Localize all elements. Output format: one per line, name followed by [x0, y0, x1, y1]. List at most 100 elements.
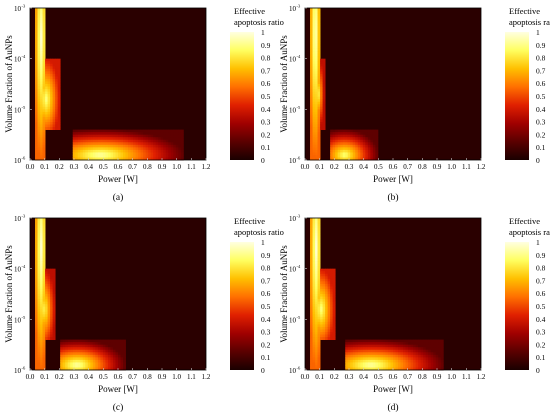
heatmap-cell: [75, 152, 79, 156]
heatmap-cell: [50, 119, 54, 123]
heatmap-cell: [107, 364, 111, 368]
panel-label: (a): [113, 192, 124, 203]
heatmap-cell: [163, 142, 167, 146]
heatmap-cell: [312, 119, 316, 123]
heatmap-cell: [350, 142, 354, 146]
heatmap-cell: [400, 344, 404, 348]
heatmap-cell: [332, 132, 336, 136]
colorbar-tick-label: 0.5: [261, 92, 271, 101]
heatmap-cell: [145, 144, 149, 148]
heatmap-cell: [350, 154, 354, 158]
heatmap-cell: [105, 362, 109, 366]
heatmap-cell: [153, 132, 157, 136]
heatmap-cell: [345, 154, 349, 158]
x-tick-label: 1.0: [172, 373, 181, 381]
heatmap-cell: [163, 129, 167, 133]
colorbar-tick-label: 0.1: [536, 143, 546, 152]
heatmap-cell: [315, 28, 318, 32]
x-tick-label: 1.1: [462, 373, 471, 381]
y-tick-label: 10: [289, 56, 297, 64]
x-tick-label: 1.2: [477, 163, 486, 171]
heatmap-cell: [52, 329, 56, 333]
heatmap-cell: [312, 124, 316, 128]
heatmap-cell: [47, 84, 51, 87]
heatmap-cell: [377, 364, 381, 368]
heatmap-cell: [327, 326, 331, 330]
heatmap-cell: [50, 84, 54, 87]
heatmap-cell: [105, 349, 109, 353]
heatmap-cell: [145, 142, 149, 146]
heatmap-cell: [158, 132, 162, 136]
heatmap-cell: [55, 114, 59, 118]
heatmap-cell: [97, 362, 101, 366]
heatmap-cell: [312, 344, 316, 348]
heatmap-cell: [312, 40, 316, 44]
heatmap-cell: [102, 144, 106, 148]
heatmap-cell: [35, 154, 38, 158]
heatmap-cell: [423, 352, 427, 356]
heatmap-cell: [317, 76, 321, 80]
heatmap-cell: [395, 344, 399, 348]
heatmap-cell: [352, 134, 356, 138]
heatmap-cell: [47, 91, 51, 95]
heatmap-cell: [315, 258, 318, 262]
heatmap-cell: [82, 144, 86, 148]
heatmap-cell: [375, 342, 379, 346]
heatmap-cell: [37, 294, 41, 297]
heatmap-cell: [40, 344, 43, 348]
heatmap-cell: [128, 134, 131, 138]
heatmap-cell: [360, 339, 364, 343]
heatmap-cell: [362, 129, 366, 133]
heatmap-cell: [120, 142, 124, 146]
heatmap-cell: [398, 347, 401, 351]
heatmap-cell: [315, 349, 318, 353]
heatmap-cell: [120, 147, 124, 151]
heatmap-cell: [317, 13, 321, 16]
heatmap-cell: [72, 339, 76, 343]
heatmap-cell: [35, 127, 38, 130]
heatmap-cell: [67, 357, 71, 361]
heatmap-cell: [155, 139, 159, 143]
heatmap-cell: [72, 342, 76, 346]
heatmap-cell: [45, 104, 48, 108]
heatmap-cell: [178, 129, 182, 133]
colorbar-tick-label: 0.7: [261, 66, 271, 75]
heatmap-cell: [315, 106, 318, 110]
heatmap-cell: [102, 347, 106, 351]
heatmap-cell: [310, 51, 313, 54]
heatmap-cell: [310, 152, 313, 156]
heatmap-cell: [135, 147, 139, 151]
heatmap-cell: [395, 354, 399, 358]
heatmap-cell: [82, 347, 86, 351]
heatmap-cell: [357, 364, 361, 368]
heatmap-cell: [47, 76, 51, 80]
heatmap-cell: [350, 349, 354, 353]
heatmap-cell: [123, 134, 126, 138]
heatmap-cell: [423, 347, 427, 351]
heatmap-cell: [435, 359, 439, 363]
heatmap-cell: [87, 137, 91, 141]
x-tick-label: 0.1: [40, 373, 49, 381]
heatmap-cell: [45, 332, 48, 335]
heatmap-cell: [35, 311, 38, 315]
heatmap-cell: [317, 220, 321, 224]
heatmap-cell: [332, 137, 336, 141]
heatmap-cell: [100, 349, 104, 353]
heatmap-cell: [45, 321, 48, 325]
heatmap-cell: [310, 20, 313, 24]
heatmap-cell: [52, 299, 56, 302]
heatmap-cell: [115, 142, 119, 146]
heatmap-cell: [115, 359, 119, 363]
heatmap-cell: [337, 142, 341, 146]
heatmap-cell: [345, 354, 349, 358]
heatmap-cell: [322, 334, 326, 338]
heatmap-cell: [130, 147, 134, 151]
heatmap-cell: [398, 352, 401, 356]
heatmap-cell: [67, 347, 71, 351]
heatmap-cell: [168, 147, 172, 151]
heatmap-cell: [40, 304, 43, 308]
heatmap-cell: [335, 144, 339, 148]
heatmap-cell: [55, 76, 59, 80]
heatmap-cell: [90, 139, 94, 143]
heatmap-cell: [87, 154, 91, 158]
